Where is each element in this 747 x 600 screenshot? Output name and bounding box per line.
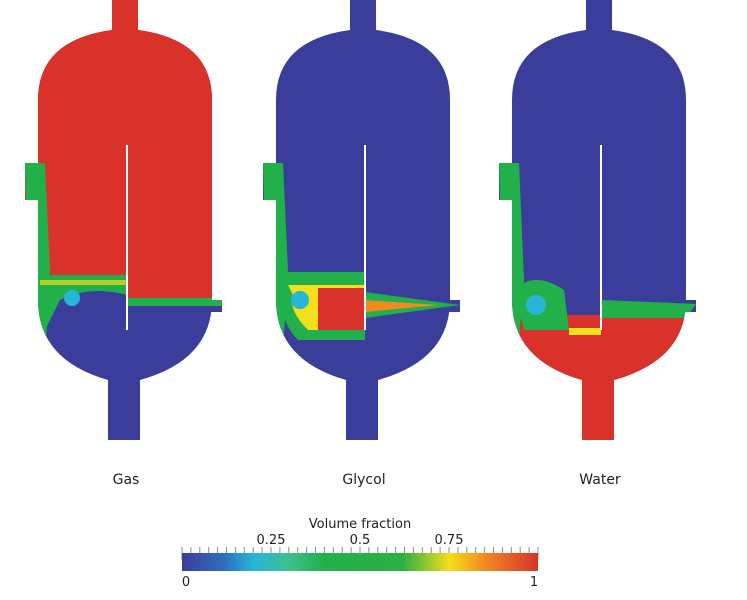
vessel-gas: Gas bbox=[25, 0, 222, 488]
colorbar: Volume fraction 0.25 0.5 0.75 0 1 bbox=[181, 517, 539, 590]
vessel-label: Water bbox=[579, 472, 621, 488]
tick-label: 0.25 bbox=[257, 533, 286, 548]
colorbar-gradient bbox=[182, 553, 538, 571]
tick-label: 0.5 bbox=[350, 533, 371, 548]
vessel-glycol: Glycol bbox=[263, 0, 460, 488]
vessel-label: Gas bbox=[113, 472, 140, 488]
tick-label: 0.75 bbox=[435, 533, 464, 548]
vessel-water: Water bbox=[499, 0, 696, 488]
min-label: 0 bbox=[182, 575, 190, 590]
vessel-label: Glycol bbox=[342, 472, 385, 488]
max-label: 1 bbox=[530, 575, 538, 590]
colorbar-title: Volume fraction bbox=[309, 517, 411, 532]
